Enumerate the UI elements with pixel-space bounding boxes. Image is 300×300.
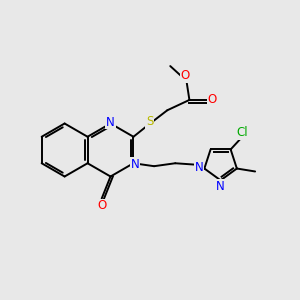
Text: O: O (180, 69, 190, 82)
Text: O: O (208, 93, 217, 106)
Text: N: N (130, 158, 139, 171)
Text: N: N (106, 116, 115, 128)
Text: Cl: Cl (237, 126, 248, 140)
Text: S: S (146, 115, 153, 128)
Text: N: N (195, 161, 203, 174)
Text: O: O (97, 200, 106, 212)
Text: N: N (216, 180, 224, 193)
